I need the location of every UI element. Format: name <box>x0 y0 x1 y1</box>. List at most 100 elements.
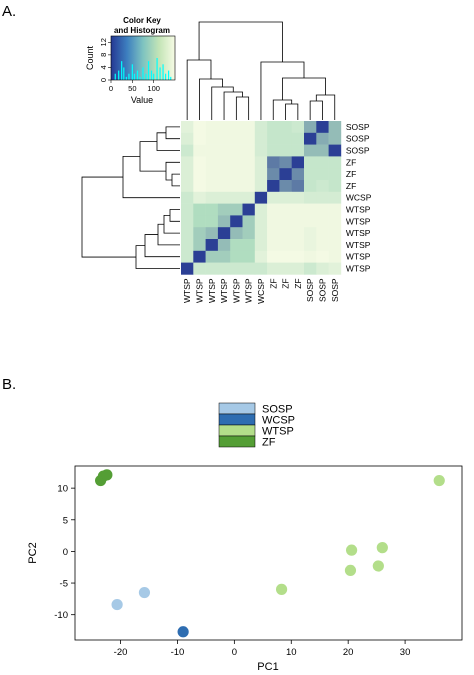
heatmap-cell <box>217 121 231 134</box>
color-key-x-tick-label: 50 <box>128 84 136 93</box>
pca-point-wtsp <box>345 544 358 556</box>
heatmap-cell <box>316 168 329 181</box>
heatmap-cell <box>205 180 219 193</box>
color-key-xlabel: Value <box>131 95 153 105</box>
heatmap-cell <box>217 132 231 145</box>
heatmap-col-label: WTSP <box>219 278 229 303</box>
heatmap-cell <box>267 191 280 204</box>
pca-x-tick-label: 20 <box>343 647 354 658</box>
legend-label-wtsp: WTSP <box>262 426 294 438</box>
pca-points <box>95 469 445 638</box>
heatmap-cell <box>205 262 219 275</box>
heatmap-cell <box>254 227 268 240</box>
pca-x-tick-label: 30 <box>400 647 411 658</box>
heatmap-cell <box>328 215 342 228</box>
legend-swatch-wcsp <box>218 413 256 426</box>
heatmap-col-label: SOSP <box>305 278 315 302</box>
heatmap-cell <box>291 191 305 204</box>
heatmap-cell <box>205 156 219 169</box>
pca-x-tick-label: 0 <box>232 647 237 658</box>
heatmap-cell <box>316 180 329 193</box>
heatmap-cell <box>230 132 243 145</box>
pca-y-tick-label: 10 <box>57 484 68 495</box>
heatmap-cell <box>217 262 231 275</box>
dendrogram-branch <box>169 209 180 222</box>
heatmap-cell <box>279 250 292 263</box>
heatmap-cell <box>193 168 206 181</box>
heatmap-cell <box>193 227 206 240</box>
heatmap-cell <box>267 215 280 228</box>
heatmap-cell <box>291 227 305 240</box>
heatmap-cell <box>279 227 292 240</box>
heatmap-cell <box>181 250 194 263</box>
dendrogram-branch <box>235 96 250 120</box>
heatmap-cell <box>181 227 194 240</box>
heatmap-cell <box>328 168 342 181</box>
heatmap-cell <box>267 132 280 145</box>
heatmap-cell <box>242 239 256 252</box>
dendrogram-branch <box>163 215 180 234</box>
pca-point-wtsp <box>376 542 388 554</box>
heatmap-cell <box>291 132 305 145</box>
dendrogram-branch <box>156 132 180 151</box>
heatmap-row-label: ZF <box>346 157 356 167</box>
pca-y-tick-label: -5 <box>60 579 68 590</box>
heatmap-cell <box>217 144 231 157</box>
heatmap-cell <box>304 144 317 157</box>
dendrogram-branch <box>81 176 136 258</box>
heatmap-cell <box>242 227 256 240</box>
heatmap-cell <box>230 168 243 181</box>
heatmap-cell <box>242 191 256 204</box>
heatmap-cell <box>181 215 194 228</box>
heatmap-cell <box>291 203 305 216</box>
heatmap-cell <box>242 121 256 134</box>
color-key-histogram <box>114 58 172 80</box>
heatmap-cell <box>205 191 219 204</box>
heatmap-cell <box>328 250 342 263</box>
heatmap-cell <box>230 203 243 216</box>
color-key-x-tick-label: 100 <box>147 84 160 93</box>
heatmap-cell <box>230 262 243 275</box>
heatmap-cell <box>279 168 292 181</box>
heatmap-cell <box>328 121 342 134</box>
heatmap-cell <box>242 144 256 157</box>
pca-xlabel: PC1 <box>257 661 278 673</box>
heatmap-cell <box>217 250 231 263</box>
panel-a-label: A. <box>2 3 16 20</box>
heatmap-cell <box>316 144 329 157</box>
heatmap-cell <box>279 215 292 228</box>
heatmap-cell <box>304 180 317 193</box>
heatmap-col-label: ZF <box>293 278 303 288</box>
heatmap-cell <box>304 262 317 275</box>
pca-y-tick-label: -10 <box>54 610 68 621</box>
dendrogram-branch <box>198 21 283 62</box>
color-key-ylabel: Count <box>85 46 95 71</box>
dendrogram-branch <box>165 161 180 181</box>
color-key-x-tick-label: 0 <box>109 84 113 93</box>
color-key-y-tick-label: 0 <box>99 78 108 82</box>
heatmap-cell <box>217 203 231 216</box>
heatmap-cell <box>279 121 292 134</box>
pca-x-tick-label: 10 <box>286 647 297 658</box>
pca-axes: -20 -10 0 10 20 30 -10 -5 0 5 10 <box>54 484 410 658</box>
heatmap-cell <box>316 203 329 216</box>
heatmap-cell <box>328 239 342 252</box>
heatmap-cell <box>279 144 292 157</box>
heatmap-cell <box>328 191 342 204</box>
heatmap-row-label: WTSP <box>346 252 371 262</box>
heatmap-cell <box>217 168 231 181</box>
heatmap-cell <box>217 156 231 169</box>
heatmap-cell <box>304 227 317 240</box>
heatmap-cell <box>181 168 194 181</box>
heatmap-cell <box>205 168 219 181</box>
legend-label-zf: ZF <box>262 437 276 449</box>
heatmap-cell <box>291 121 305 134</box>
legend-label-wcsp: WCSP <box>262 415 295 427</box>
heatmap-cell <box>181 132 194 145</box>
column-dendrogram <box>186 21 336 120</box>
heatmap-cell <box>328 132 342 145</box>
heatmap-cell <box>217 227 231 240</box>
heatmap-col-label: SOSP <box>330 278 340 302</box>
heatmap-cell <box>254 168 268 181</box>
